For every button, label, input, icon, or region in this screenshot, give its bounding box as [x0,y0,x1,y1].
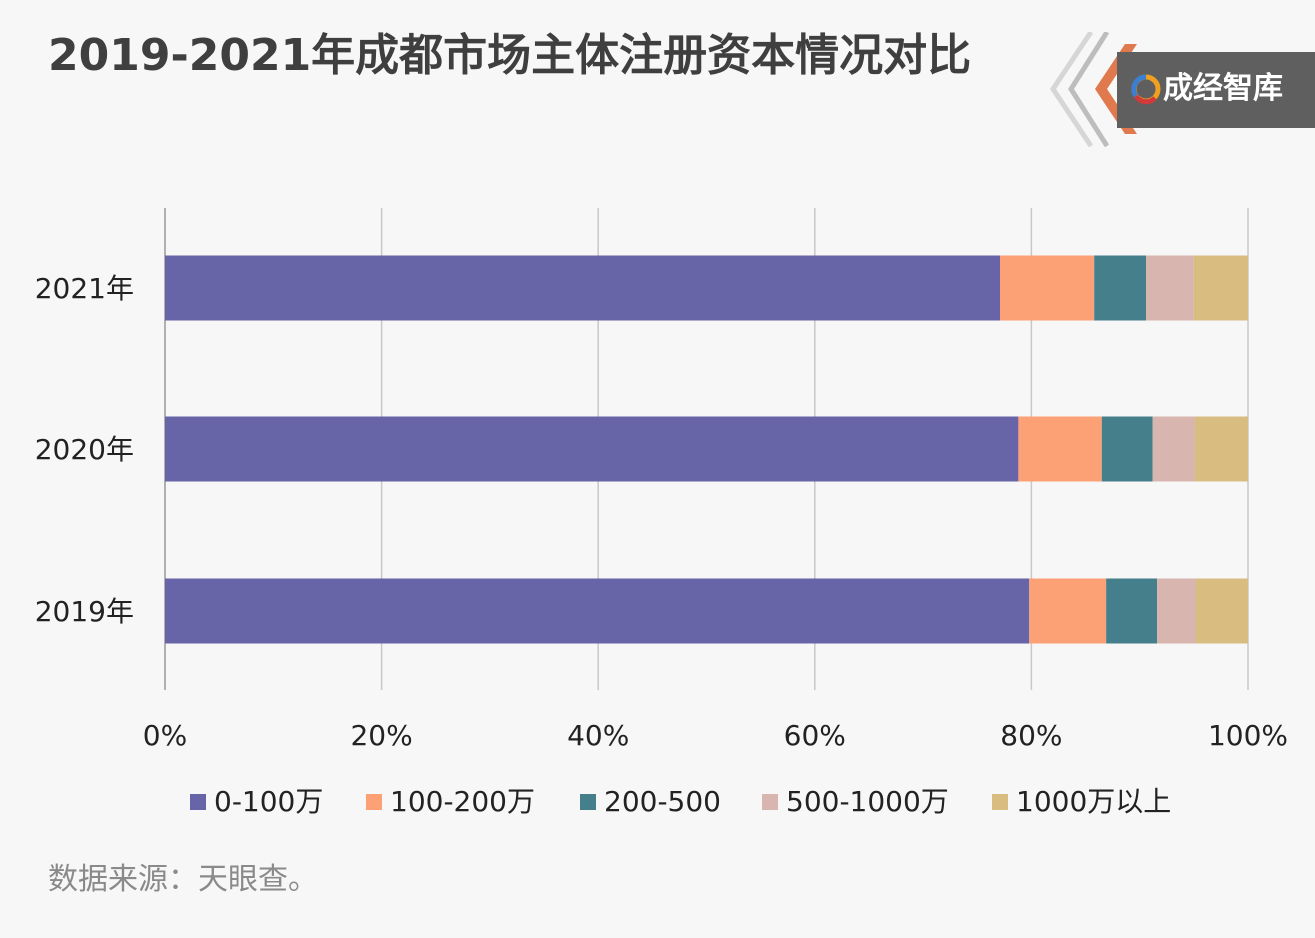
category-label: 2021年 [35,272,134,305]
bar-segment [999,255,1095,321]
category-label: 2020年 [35,433,134,466]
legend-label: 1000万以上 [1016,785,1172,818]
bar-segment [1194,416,1248,482]
legend-swatch [366,794,382,810]
legend-label: 0-100万 [214,785,324,818]
logo-mark-icon [1131,74,1161,105]
legend-item: 100-200万 [366,782,535,822]
x-tick-label: 60% [784,719,846,752]
legend-label: 100-200万 [390,785,535,818]
x-tick-labels: 0% 20% 40% 60% 80% 100% [143,719,1288,752]
category-label: 2019年 [35,595,134,628]
bar-segment [1193,255,1248,321]
bar-segment [1106,578,1158,644]
bar-segment [165,416,1019,482]
legend-swatch [762,794,778,810]
category-labels: 2021年 2020年 2019年 [35,272,134,628]
bar-segment [1029,578,1107,644]
legend-item: 1000万以上 [992,782,1171,822]
legend-label: 200-500 [604,785,721,818]
source-note: 数据来源：天眼查。 [48,862,318,897]
legend-label: 500-1000万 [786,785,949,818]
bar-segment [1146,255,1194,321]
bars [165,255,1248,644]
brand-logo: 成经智库 [1045,32,1315,147]
stacked-bar-chart: 2021年 2020年 2019年 0% 20% 40% 60% 80% 100% [35,208,1288,752]
bar-segment [1196,578,1248,644]
legend-item: 500-1000万 [762,782,949,822]
x-tick-label: 80% [1000,719,1062,752]
x-tick-label: 0% [143,719,187,752]
legend-item: 0-100万 [190,782,323,822]
legend-swatch [580,794,596,810]
bar-segment [165,255,1000,321]
legend-item: 200-500 [580,782,721,822]
x-tick-label: 40% [567,719,629,752]
logo-box: 成经智库 [1117,52,1315,128]
x-tick-label: 100% [1208,719,1288,752]
legend-swatch [992,794,1008,810]
bar-segment [1152,416,1195,482]
bar-segment [1157,578,1197,644]
bar-segment [1101,416,1153,482]
logo-text: 成经智库 [1163,71,1283,106]
bar-segment [165,578,1030,644]
legend-swatch [190,794,206,810]
x-tick-label: 20% [350,719,412,752]
chevron-decoration-icon [1049,32,1137,147]
bar-segment [1094,255,1147,321]
chart-title: 2019-2021年成都市场主体注册资本情况对比 [48,30,972,81]
bar-segment [1018,416,1102,482]
